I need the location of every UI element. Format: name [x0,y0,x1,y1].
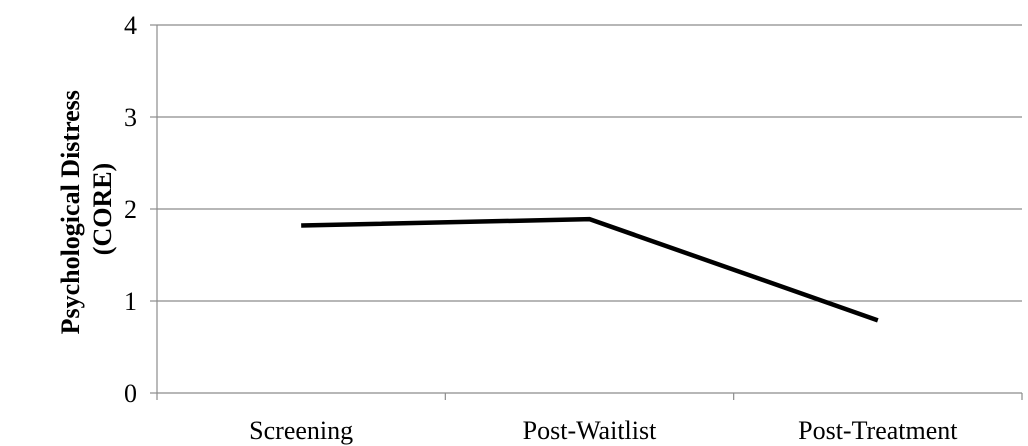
series-line-0 [301,216,879,323]
y-tick-label: 0 [124,379,137,408]
gridlines [157,24,1022,302]
series-lines [301,216,879,323]
y-tick-label: 2 [124,195,137,224]
axes [150,24,1023,400]
y-axis-title-line-2: (CORE) [88,163,117,255]
x-category-label: Post-Treatment [798,416,958,445]
y-tick-label: 4 [124,11,137,40]
x-category-label: Screening [249,416,353,445]
y-tick-label: 1 [124,287,137,316]
x-category-labels: Screening Post-Waitlist Post-Treatment [249,416,958,445]
y-axis-title-line-1: Psychological Distress [56,90,85,334]
y-tick-labels: 0 1 2 3 4 [124,11,137,408]
x-category-label: Post-Waitlist [523,416,657,445]
y-axis-title: Psychological Distress (CORE) [56,84,117,335]
y-tick-label: 3 [124,103,137,132]
